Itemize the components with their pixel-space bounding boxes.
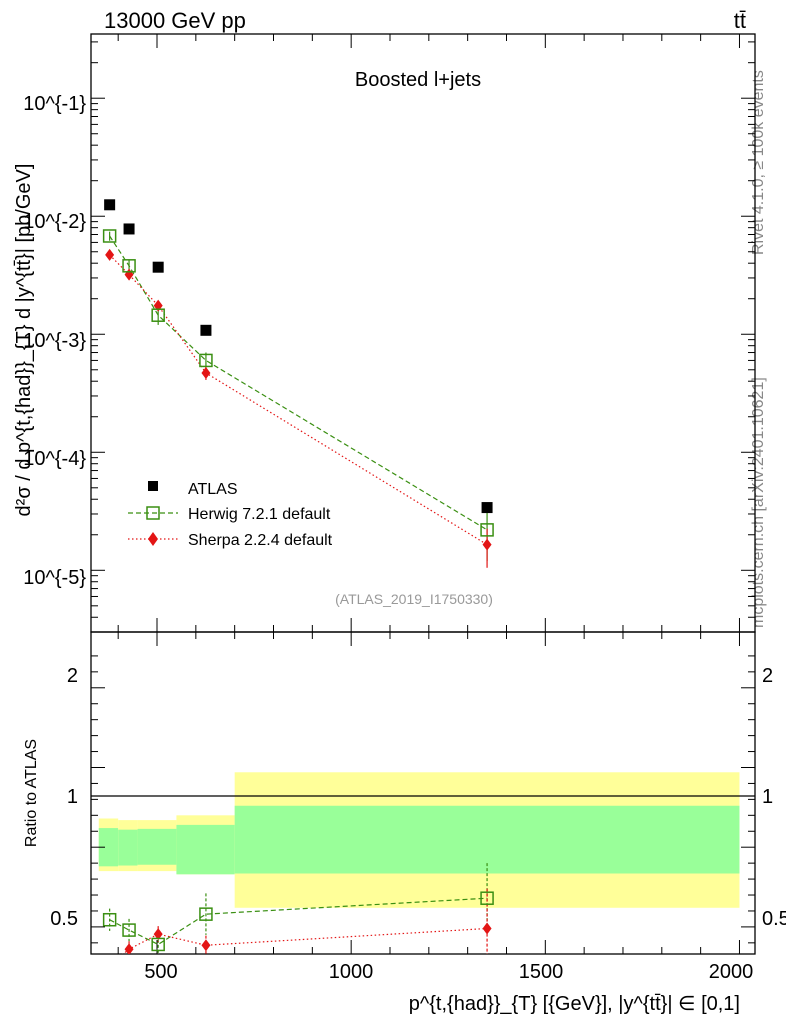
x-tick-labels: 500 1000 1500 2000 [144, 961, 753, 983]
legend-label: ATLAS [188, 481, 238, 498]
atlas-data-point [481, 502, 493, 514]
legend: ATLAS Herwig 7.2.1 default Sherpa 2.2.4 … [128, 481, 333, 549]
atlas-data-point [200, 324, 212, 336]
atlas-data-point [152, 261, 164, 273]
herwig-point [122, 259, 136, 273]
stat-uncertainty-band [118, 829, 138, 866]
y-tick-label: 10^{-1} [23, 93, 86, 115]
stat-uncertainty-band [234, 805, 740, 874]
legend-sherpa-marker [148, 532, 158, 546]
atlas-data-point [123, 223, 135, 235]
herwig-ratio-point [151, 937, 165, 952]
herwig-point [480, 523, 494, 537]
x-tick-label: 500 [144, 961, 177, 983]
herwig-point [199, 353, 213, 368]
stat-uncertainty-band [176, 824, 235, 875]
sherpa-ratio-curve [122, 927, 488, 954]
stat-uncertainty-band [98, 828, 119, 867]
sherpa-point [105, 248, 115, 261]
analysis-watermark: (ATLAS_2019_I1750330) [335, 591, 493, 607]
ratio-y-tick-labels-left: 2 1 0.5 [50, 665, 78, 930]
ratio-y-tick-label: 1 [762, 786, 773, 808]
herwig-point [102, 229, 117, 243]
legend-atlas-marker [148, 481, 158, 491]
herwig-point [151, 308, 165, 322]
ratio-frame [90, 631, 756, 955]
ratio-y-tick-label: 0.5 [50, 908, 78, 930]
herwig-ratio-point [199, 907, 213, 921]
ratio-data-layer [102, 863, 494, 971]
header-energy: 13000 GeV pp [104, 8, 246, 33]
stat-uncertainty-band [137, 828, 177, 865]
chart-title: Boosted l+jets [355, 69, 481, 91]
sherpa-ratio-point [482, 922, 492, 935]
ratio-y-tick-labels-right: 2 1 0.5 [762, 665, 786, 930]
x-tick-label: 1500 [519, 961, 564, 983]
uncertainty-bands [98, 772, 740, 908]
ratio-y-tick-label: 2 [67, 665, 78, 687]
y-tick-label: 10^{-4} [23, 448, 86, 470]
legend-label: Sherpa 2.2.4 default [188, 532, 333, 549]
x-tick-label: 1000 [329, 961, 374, 983]
sherpa-ratio-point [201, 939, 211, 952]
main-data-layer [102, 199, 494, 568]
sherpa-ratio-point [124, 943, 134, 954]
mcplots-label: mcplots.cern.ch [arXiv:2401.10621] [750, 377, 767, 628]
y-tick-label: 10^{-5} [23, 567, 86, 589]
sherpa-point [201, 366, 211, 379]
legend-herwig-marker [146, 506, 160, 520]
sherpa-curve [109, 254, 488, 546]
ratio-y-tick-label: 0.5 [762, 908, 786, 930]
y-tick-label: 10^{-2} [23, 211, 86, 233]
sherpa-ratio-point [153, 928, 163, 941]
herwig-ratio-point [102, 912, 117, 927]
x-tick-label: 2000 [709, 961, 754, 983]
axis-ticks [91, 34, 755, 954]
header-process: tt̄ [734, 8, 746, 33]
sherpa-point [482, 538, 492, 551]
herwig-curve [109, 235, 488, 531]
atlas-data-point [104, 199, 116, 211]
x-axis-title: p^{t,{had}}_{T} [{GeV}], |y^{tt̄}| ∈ [0,… [409, 993, 740, 1015]
legend-label: Herwig 7.2.1 default [188, 506, 331, 523]
ratio-y-tick-label: 1 [67, 786, 78, 808]
herwig-ratio-point [122, 923, 136, 937]
sherpa-ratio-point [105, 959, 114, 971]
main-y-axis-title: d²σ / d p^{t,{had}}_{T} d |y^{tt̄}| [pb/… [13, 164, 35, 517]
main-y-tick-labels: 10^{-1} 10^{-2} 10^{-3} 10^{-4} 10^{-5} [23, 93, 86, 589]
ratio-y-tick-label: 2 [762, 665, 773, 687]
y-tick-label: 10^{-3} [23, 330, 86, 352]
herwig-ratio-curve [109, 897, 488, 946]
herwig-ratio-point [480, 891, 494, 905]
ratio-y-axis-title: Ratio to ATLAS [23, 739, 40, 847]
